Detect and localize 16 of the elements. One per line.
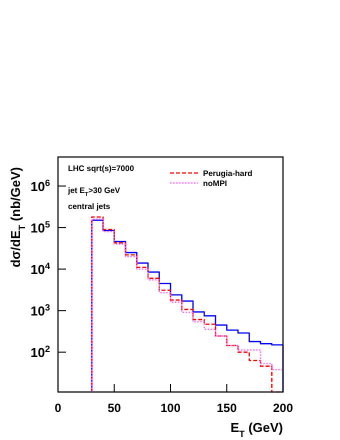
annotation: jet E$_{T}$>30 GeV <box>67 186 121 198</box>
x-tick-label: 100 <box>160 401 181 415</box>
x-tick-label: 50 <box>108 401 122 415</box>
y-tick-label: 10$^{2}$ <box>30 344 50 360</box>
y-tick-label: 10$^{4}$ <box>30 261 51 278</box>
y-tick-label: 10$^{6}$ <box>30 178 50 194</box>
y-tick-label: 10$^{3}$ <box>30 302 50 319</box>
x-tick-label: 200 <box>272 401 294 415</box>
x-tick-label: 0 <box>54 401 62 415</box>
x-tick-label: 150 <box>216 401 238 415</box>
x-axis-title: E$_{T}$ (GeV) <box>230 420 283 439</box>
annotation: central jets <box>68 202 111 211</box>
legend-label: Perugia-hard <box>203 169 252 178</box>
legend-label: noMPI <box>203 179 227 188</box>
annotation: LHC sqrt(s)=7000 <box>68 164 135 173</box>
y-tick-label: 10$^{5}$ <box>30 220 50 236</box>
